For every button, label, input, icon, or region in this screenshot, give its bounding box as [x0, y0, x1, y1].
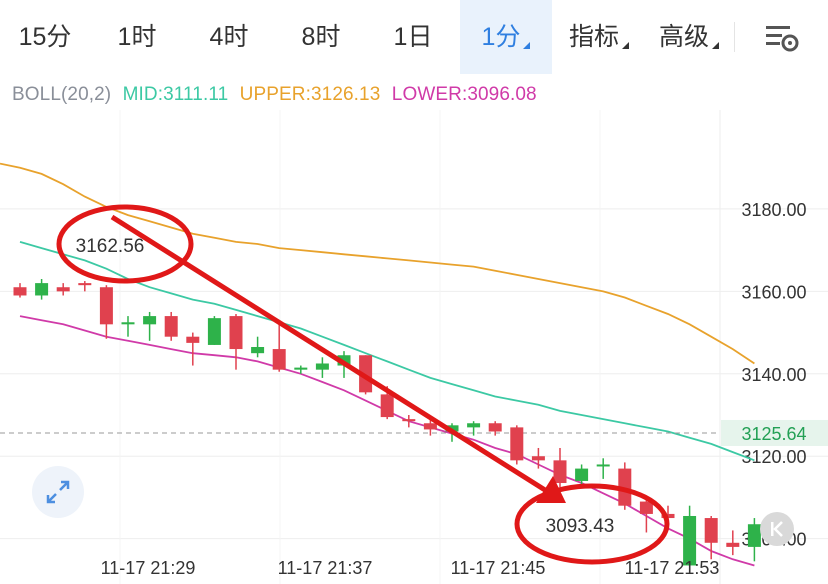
skip-to-end-icon — [771, 521, 783, 537]
candle-body — [207, 318, 221, 345]
candle-body — [121, 322, 135, 325]
tab-advanced[interactable]: 高级 — [646, 0, 732, 74]
scroll-to-latest-button[interactable] — [760, 512, 794, 546]
expand-button[interactable] — [32, 466, 84, 518]
tab-label: 1时 — [117, 23, 157, 51]
tab-label: 4时 — [209, 23, 249, 51]
caret-icon — [523, 42, 531, 49]
candle-body — [704, 518, 718, 543]
candle-body — [35, 283, 49, 296]
mid-band-line — [19, 241, 755, 462]
candle-body — [99, 287, 113, 325]
candle-body — [315, 363, 329, 370]
x-tick-label: 11-17 21:37 — [278, 558, 373, 578]
y-tick-label: 3120.00 — [741, 447, 806, 467]
boll-lower-value: LOWER:3096.08 — [391, 84, 537, 105]
annotation-circle-low — [514, 483, 670, 565]
annotation-arrow-head — [536, 476, 566, 503]
candle-body — [467, 423, 481, 428]
tab-label: 15分 — [18, 23, 72, 51]
candle-body — [747, 524, 761, 547]
x-tick-label: 11-17 21:53 — [625, 558, 720, 578]
tab-label: 1日 — [393, 23, 433, 51]
candle-body — [359, 355, 373, 393]
candle-body — [272, 349, 286, 370]
caret-icon — [712, 42, 719, 49]
tab-divider — [734, 22, 735, 52]
annotation-label-high: 3162.56 — [76, 236, 145, 257]
candle-body — [639, 501, 653, 514]
chart-settings-button[interactable] — [756, 20, 806, 56]
lower-band-line — [19, 315, 755, 567]
candle-body — [56, 287, 70, 292]
current-price-label: 3125.64 — [741, 424, 806, 444]
candle-body — [294, 367, 308, 370]
y-tick-label: 3140.00 — [741, 365, 806, 385]
tab-15m[interactable]: 15分 — [0, 0, 90, 74]
tab-1d[interactable]: 1日 — [368, 0, 458, 74]
candle-body — [726, 542, 740, 547]
annotation-circle-high — [56, 204, 194, 284]
candle-body — [531, 456, 545, 461]
tab-1h[interactable]: 1时 — [92, 0, 182, 74]
candle-body — [251, 347, 265, 354]
boll-mid-value: MID:3111.11 — [122, 84, 229, 105]
boll-indicator-legend: BOLL(20,2) MID:3111.11 UPPER:3126.13 LOW… — [12, 84, 543, 106]
annotation-arrow-shaft — [110, 214, 547, 493]
candle-body — [164, 316, 178, 337]
candle-body — [683, 515, 697, 566]
tab-4h[interactable]: 4时 — [184, 0, 274, 74]
candle-body — [445, 425, 459, 432]
tab-label: 指标 — [568, 23, 619, 51]
candle-body — [229, 316, 243, 350]
x-tick-label: 11-17 21:29 — [101, 558, 196, 578]
current-price-tag — [721, 419, 828, 446]
candle-body — [186, 336, 200, 343]
y-tick-label: 3160.00 — [741, 282, 806, 302]
y-tick-label: 3180.00 — [741, 200, 806, 220]
tab-indicators[interactable]: 指标 — [556, 0, 642, 74]
chart-settings-icon — [766, 26, 799, 52]
candle-body — [402, 419, 416, 422]
boll-name: BOLL(20,2) — [12, 84, 112, 105]
candle-body — [78, 283, 92, 286]
tab-label: 高级 — [658, 23, 709, 51]
candle-body — [596, 464, 610, 467]
candle-body — [423, 423, 437, 430]
candlestick-chart[interactable]: 3180.003160.003140.003120.003100.003125.… — [0, 110, 828, 584]
tab-label: 1分 — [481, 23, 521, 51]
candle-body — [380, 394, 394, 418]
candle-body — [143, 316, 157, 325]
candle-body — [13, 287, 27, 296]
candle-body — [488, 423, 502, 432]
tab-8h[interactable]: 8时 — [276, 0, 366, 74]
x-tick-label: 11-17 21:45 — [451, 558, 546, 578]
candle-body — [575, 468, 589, 481]
candle-body — [510, 427, 524, 461]
boll-upper-value: UPPER:3126.13 — [239, 84, 381, 105]
tab-label: 8时 — [301, 23, 341, 51]
expand-icon — [46, 480, 70, 504]
upper-band-line — [0, 162, 755, 365]
timeframe-tab-bar: 15分 1时 4时 8时 1日 1分 指标 高级 — [0, 0, 828, 74]
annotation-label-low: 3093.43 — [546, 516, 615, 537]
tab-1m[interactable]: 1分 — [460, 0, 552, 74]
candle-body — [553, 460, 567, 484]
caret-icon — [622, 42, 629, 49]
